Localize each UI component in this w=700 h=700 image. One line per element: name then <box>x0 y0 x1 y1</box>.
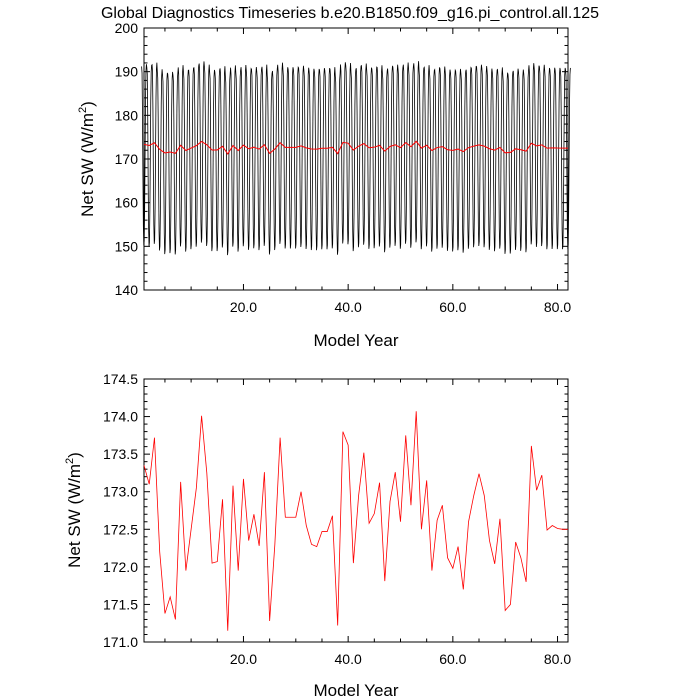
bottom-y-tick-label: 173.5 <box>103 446 138 462</box>
top-y-tick-label: 160 <box>115 195 139 211</box>
bottom-annual-line <box>143 411 568 631</box>
top-y-tick-label: 180 <box>115 107 139 123</box>
top-y-tick-label: 140 <box>115 282 139 298</box>
top-x-tick-label: 80.0 <box>544 299 571 315</box>
top-y-tick-label: 190 <box>115 64 139 80</box>
bottom-x-tick-label: 80.0 <box>544 651 571 667</box>
top-panel: 140 150 160 170 180 190 200 20.0 40.0 60.0 80.0 Mo… <box>77 20 571 350</box>
bottom-y-tick-label: 172.5 <box>103 521 138 537</box>
top-y-tick-label: 150 <box>115 238 139 254</box>
bottom-y-tick-label: 171.0 <box>103 634 138 650</box>
top-x-axis-label: Model Year <box>313 331 398 350</box>
bottom-ticks: 171.0 171.5 172.0 172.5 173.0 173.5 174.0 174.5… <box>103 371 571 667</box>
top-y-axis-label: Net SW (W/m2) <box>77 101 97 217</box>
top-monthly-series <box>141 61 571 256</box>
bottom-y-axis-label-sup: 2 <box>64 458 76 464</box>
bottom-x-axis-label: Model Year <box>313 681 398 700</box>
bottom-y-tick-label: 173.0 <box>103 484 138 500</box>
top-y-tick-label: 170 <box>115 151 139 167</box>
top-y-axis-label-sup: 2 <box>77 107 89 113</box>
bottom-x-tick-label: 40.0 <box>335 651 362 667</box>
bottom-y-tick-label: 171.5 <box>103 596 138 612</box>
top-y-tick-label: 200 <box>115 20 139 36</box>
bottom-y-tick-label: 174.0 <box>103 409 138 425</box>
bottom-x-tick-label: 60.0 <box>439 651 466 667</box>
bottom-y-axis-label-main: Net SW (W/m <box>65 464 84 568</box>
top-x-tick-label: 60.0 <box>439 299 466 315</box>
top-x-tick-label: 40.0 <box>335 299 362 315</box>
bottom-y-axis-label: Net SW (W/m2) <box>64 452 84 568</box>
top-y-axis-label-close: ) <box>78 101 97 107</box>
bottom-x-tick-label: 20.0 <box>230 651 257 667</box>
bottom-annual-series <box>143 411 568 631</box>
bottom-y-tick-label: 172.0 <box>103 559 138 575</box>
chart-title: Global Diagnostics Timeseries b.e20.B185… <box>101 5 599 22</box>
top-monthly-line <box>141 61 571 256</box>
top-y-axis-label-main: Net SW (W/m <box>78 113 97 217</box>
bottom-y-axis-label-close: ) <box>65 452 84 458</box>
bottom-y-tick-label: 174.5 <box>103 371 138 387</box>
top-ticks: 140 150 160 170 180 190 200 20.0 40.0 60.0 80.0 <box>115 20 572 315</box>
bottom-panel: 171.0 171.5 172.0 172.5 173.0 173.5 174.0 174.5… <box>64 371 571 700</box>
top-x-tick-label: 20.0 <box>230 299 257 315</box>
bottom-plot-frame <box>143 378 569 643</box>
top-annual-line <box>143 140 568 155</box>
top-annual-series <box>143 140 568 155</box>
